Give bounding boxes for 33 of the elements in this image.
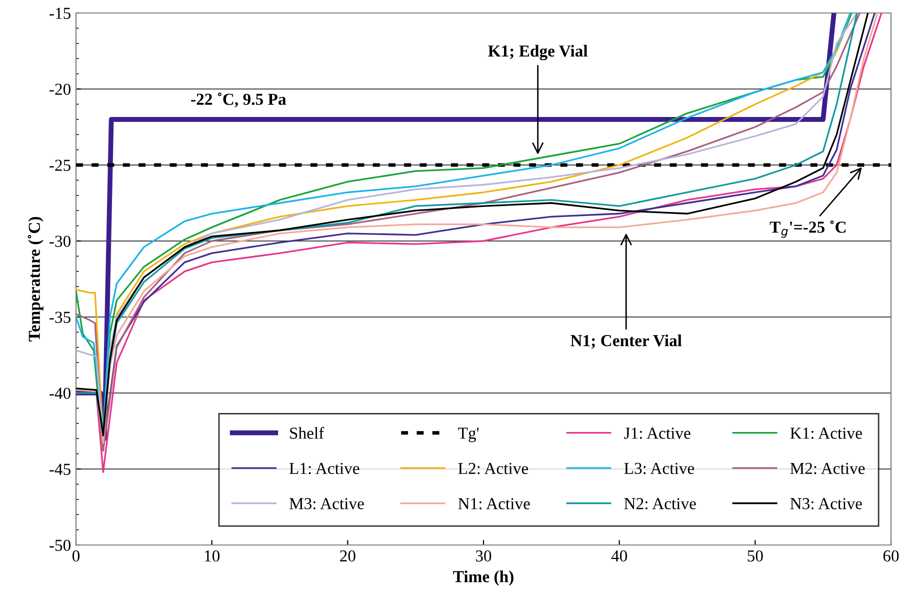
y-tick-label: -40	[50, 388, 71, 399]
legend-label: L1: Active	[289, 462, 360, 474]
legend-label: L3: Active	[624, 462, 694, 474]
x-tick-label: 50	[748, 550, 763, 562]
y-tick-label: -30	[50, 236, 71, 247]
legend-label: M2: Active	[790, 462, 865, 474]
legend-label: N2: Active	[624, 498, 696, 510]
legend-label: N1: Active	[458, 498, 530, 510]
x-tick-label: 10	[204, 550, 220, 562]
x-tick-label: 40	[611, 550, 628, 562]
annotation: -22 ˚C, 9.5 Pa	[191, 92, 286, 108]
x-tick-label: 0	[72, 550, 80, 562]
legend-label: M3: Active	[289, 498, 364, 510]
annotation: K1; Edge Vial	[488, 44, 588, 60]
y-tick-label: -35	[50, 312, 70, 323]
annotation: T$_{g}$'=-25 ˚C	[770, 220, 846, 238]
y-axis-title: Temperature (˚C)	[28, 217, 44, 342]
x-tick-label: 20	[340, 550, 356, 562]
legend-label: K1: Active	[790, 428, 862, 439]
x-tick-label: 30	[476, 550, 492, 562]
legend-label: L2: Active	[458, 462, 528, 474]
legend-label: Shelf	[290, 426, 324, 439]
x-axis-title: Time (h)	[453, 570, 514, 586]
legend-label: Tg'	[458, 428, 479, 442]
y-tick-label: -25	[50, 160, 70, 171]
annotation: N1; Center Vial	[570, 334, 682, 349]
legend-label: N3: Active	[790, 498, 862, 510]
legend-label: J1: Active	[624, 428, 690, 439]
y-tick-label: -15	[50, 8, 70, 19]
y-tick-label: -50	[50, 540, 71, 551]
x-tick-label: 60	[883, 550, 899, 562]
y-tick-label: -20	[50, 84, 71, 95]
y-tick-label: -45	[50, 464, 70, 475]
